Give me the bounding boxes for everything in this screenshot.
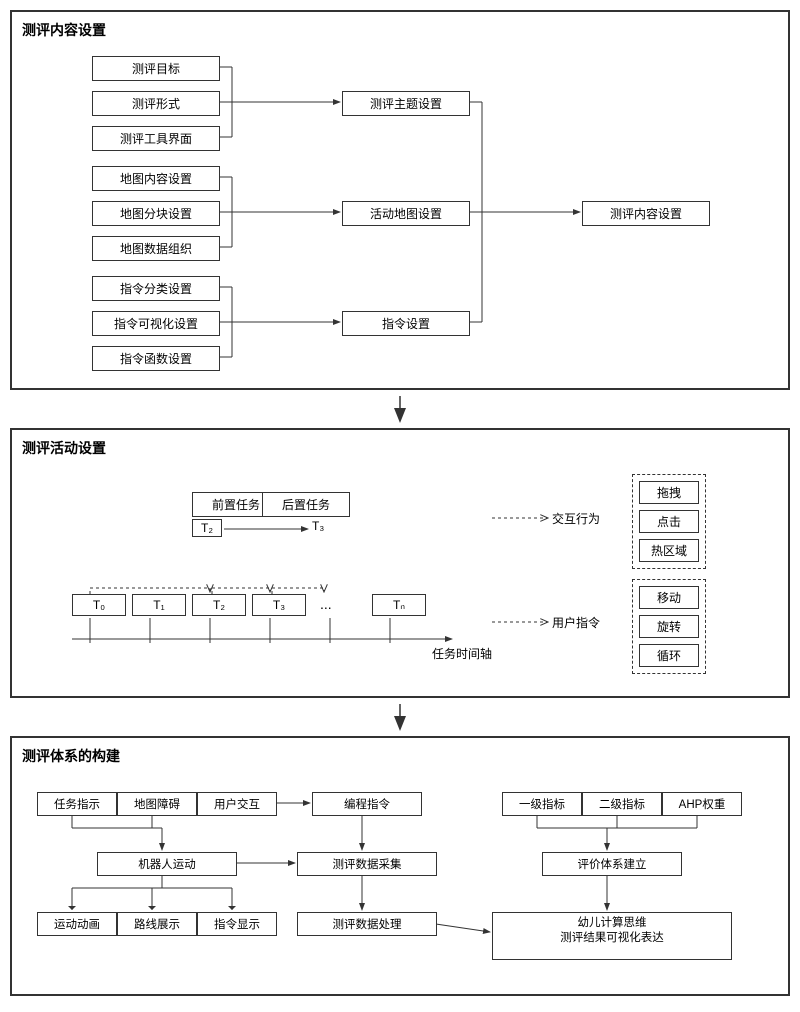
post-task-label: 后置任务 xyxy=(262,492,350,517)
section2-title: 测评活动设置 xyxy=(22,438,778,458)
task-ellipsis: ... xyxy=(320,596,332,612)
task-1: T₁ xyxy=(132,594,186,616)
sec3-r3-0: 运动动画 xyxy=(37,912,117,936)
sec3-r1-0: 任务指示 xyxy=(37,792,117,816)
section3-title: 测评体系的构建 xyxy=(22,746,778,766)
timeline-label: 任务时间轴 xyxy=(432,645,492,662)
sec1-col3: 测评内容设置 xyxy=(582,201,710,226)
interaction-group-item-1: 点击 xyxy=(639,510,699,533)
sec3-r1-4: 一级指标 xyxy=(502,792,582,816)
section3-body: 任务指示地图障碍用户交互 编程指令 一级指标二级指标AHP权重机器人运动 测评数据采集… xyxy=(22,772,778,982)
sec1-col1-1: 测评形式 xyxy=(92,91,220,116)
sec1-col2-1: 活动地图设置 xyxy=(342,201,470,226)
interaction-group-item-2: 热区域 xyxy=(639,539,699,562)
sec3-r3-1: 路线展示 xyxy=(117,912,197,936)
task-3: T₃ xyxy=(252,594,306,616)
sec1-col2-0: 测评主题设置 xyxy=(342,91,470,116)
sec3-r1-2: 用户交互 xyxy=(197,792,277,816)
sec3-r1-3: 编程指令 xyxy=(312,792,422,816)
sec1-col1-8: 指令函数设置 xyxy=(92,346,220,371)
sec1-col1-2: 测评工具界面 xyxy=(92,126,220,151)
sec1-col1-4: 地图分块设置 xyxy=(92,201,220,226)
section1-title: 测评内容设置 xyxy=(22,20,778,40)
sec3-r2-2: 评价体系建立 xyxy=(542,852,682,876)
interaction-group-item-0: 拖拽 xyxy=(639,481,699,504)
section1-panel: 测评内容设置 测评目标测评形式测评工具界面地图内容设置地图分块设置地图数据组织指… xyxy=(10,10,790,390)
sec1-col1-0: 测评目标 xyxy=(92,56,220,81)
command-group-item-0: 移动 xyxy=(639,586,699,609)
flow-arrow-2 xyxy=(10,704,790,734)
sec3-r1-1: 地图障碍 xyxy=(117,792,197,816)
section3-panel: 测评体系的构建 任务指示地图障碍用户交互 编程指令 一级指标二级指标AHP权重机器人… xyxy=(10,736,790,996)
interaction-group-label: 交互行为 xyxy=(552,510,600,527)
section2-panel: 测评活动设置 前置任务后置任务T₂T₃T₀T₁T₂T₃...Tₙ任务时间轴拖拽点… xyxy=(10,428,790,698)
task-0: T₀ xyxy=(72,594,126,616)
sec3-r3-3: 测评数据处理 xyxy=(297,912,437,936)
sec1-col1-5: 地图数据组织 xyxy=(92,236,220,261)
sec1-col1-3: 地图内容设置 xyxy=(92,166,220,191)
section2-body: 前置任务后置任务T₂T₃T₀T₁T₂T₃...Tₙ任务时间轴拖拽点击热区域交互行… xyxy=(22,464,778,684)
interaction-group: 拖拽点击热区域 xyxy=(632,474,706,569)
command-group-label: 用户指令 xyxy=(552,614,600,631)
sec1-col2-2: 指令设置 xyxy=(342,311,470,336)
sec3-r1-6: AHP权重 xyxy=(662,792,742,816)
task-5: Tₙ xyxy=(372,594,426,616)
sec3-r3-2: 指令显示 xyxy=(197,912,277,936)
sec1-col1-6: 指令分类设置 xyxy=(92,276,220,301)
flow-arrow-1 xyxy=(10,396,790,426)
t2-box: T₂ xyxy=(192,519,222,537)
sec3-r1-5: 二级指标 xyxy=(582,792,662,816)
sec3-final: 幼儿计算思维 测评结果可视化表达 xyxy=(492,912,732,960)
command-group-item-2: 循环 xyxy=(639,644,699,667)
sec1-col1-7: 指令可视化设置 xyxy=(92,311,220,336)
task-2: T₂ xyxy=(192,594,246,616)
t3-label: T₃ xyxy=(312,519,324,533)
command-group: 移动旋转循环 xyxy=(632,579,706,674)
section1-body: 测评目标测评形式测评工具界面地图内容设置地图分块设置地图数据组织指令分类设置指令… xyxy=(22,46,778,376)
sec3-r2-1: 测评数据采集 xyxy=(297,852,437,876)
sec3-r2-0: 机器人运动 xyxy=(97,852,237,876)
command-group-item-1: 旋转 xyxy=(639,615,699,638)
